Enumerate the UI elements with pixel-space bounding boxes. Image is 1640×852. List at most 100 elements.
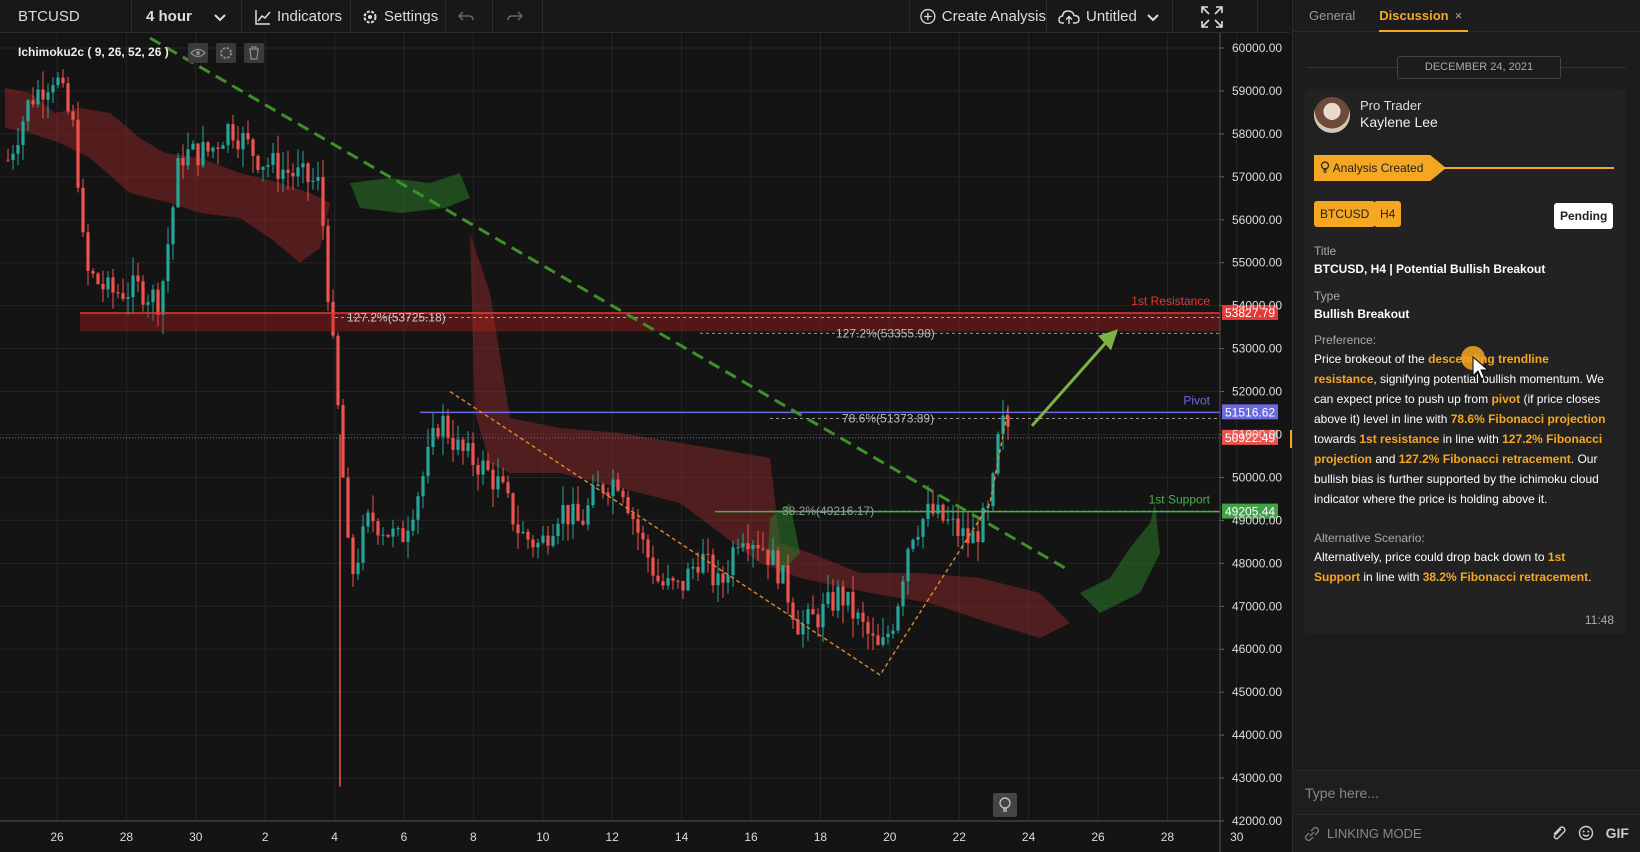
redo-button[interactable]	[493, 0, 543, 33]
tab-general[interactable]: General	[1309, 8, 1365, 31]
highlight-link[interactable]: 78.6% Fibonacci projection	[1450, 412, 1606, 426]
interval-select[interactable]: 4 hour	[132, 0, 242, 33]
plus-circle-icon	[920, 8, 936, 25]
candle-body	[96, 273, 100, 284]
candle-body	[686, 568, 690, 591]
candle	[601, 482, 605, 499]
linking-mode-toggle[interactable]: LINKING MODE	[1327, 826, 1422, 841]
candle	[526, 528, 530, 549]
candle	[51, 77, 55, 104]
candle	[271, 142, 275, 174]
descending-trendline	[149, 36, 1069, 572]
highlight-link[interactable]: 38.2% Fibonacci retracement	[1422, 570, 1589, 584]
candle	[1001, 399, 1005, 450]
bullish-arrow	[1030, 334, 1114, 427]
candle	[76, 101, 80, 193]
candle	[411, 509, 415, 537]
candle-body	[266, 164, 270, 167]
layout-select[interactable]: Untitled	[1047, 0, 1173, 33]
create-analysis-button[interactable]: Create Analysis	[909, 0, 1047, 33]
candle-body	[846, 591, 850, 606]
highlight-link[interactable]: 127.2% Fibonacci retracement	[1398, 452, 1571, 466]
candle-body	[591, 486, 595, 506]
candle	[41, 71, 45, 119]
settings-button[interactable]: Settings	[351, 0, 446, 33]
price-tick-label: 46000.00	[1232, 642, 1282, 656]
type-value: Bullish Breakout	[1314, 307, 1410, 321]
candle-body	[441, 415, 445, 437]
close-icon[interactable]: ×	[1454, 8, 1463, 23]
candle	[646, 534, 650, 573]
cloud-upload-icon	[1058, 9, 1080, 24]
symbol-selector[interactable]: BTCUSD	[0, 0, 132, 33]
indicator-delete-button[interactable]	[244, 43, 264, 63]
emoji-icon[interactable]	[1578, 825, 1594, 841]
paperclip-icon[interactable]	[1550, 825, 1566, 841]
candle-body	[1006, 415, 1010, 427]
candle	[721, 566, 725, 598]
candle	[71, 104, 75, 127]
panel-tabs: General Discussion ×	[1293, 0, 1640, 32]
fullscreen-button[interactable]	[1173, 0, 1258, 33]
highlight-link[interactable]: pivot	[1491, 392, 1521, 406]
candle-body	[131, 275, 135, 298]
indicators-button[interactable]: Indicators	[242, 0, 351, 33]
candle	[316, 161, 320, 191]
candle	[26, 98, 30, 131]
candle	[361, 514, 365, 571]
candle-body	[196, 143, 200, 166]
candle-body	[761, 548, 765, 550]
candle	[256, 154, 260, 174]
candle-body	[966, 528, 970, 544]
symbol-badge: BTCUSD	[1314, 201, 1376, 227]
price-tick-label: 54000.00	[1232, 299, 1282, 313]
candle	[946, 506, 950, 525]
price-tick-label: 55000.00	[1232, 256, 1282, 270]
arrow-head	[1098, 329, 1118, 351]
candle	[951, 504, 955, 537]
gif-button[interactable]: GIF	[1605, 825, 1629, 841]
chart-area[interactable]: 1st Resistance Pivot 1st Support 127.2%(537…	[0, 33, 1290, 852]
indicators-label: Indicators	[277, 8, 343, 25]
analysis-created-banner: Analysis Created	[1314, 155, 1446, 181]
drawing-overlays: 1st Resistance Pivot 1st Support 127.2%(537…	[0, 36, 1278, 676]
indicator-label: Ichimoku2c ( 9, 26, 52, 26 )	[18, 45, 169, 59]
candle-body	[286, 169, 290, 173]
candle-body	[181, 158, 185, 166]
candle	[81, 178, 85, 237]
candle	[331, 289, 335, 339]
highlight-link[interactable]: 127.2% Fibonacci projection	[1314, 432, 1603, 466]
candle	[131, 257, 135, 314]
candle-body	[456, 439, 460, 450]
highlight-link[interactable]: descending trendline resistance	[1314, 352, 1549, 386]
candle-body	[801, 623, 805, 635]
date-tick-label: 28	[120, 830, 134, 844]
candle-body	[391, 528, 395, 537]
candle	[896, 603, 900, 634]
indicator-visibility-button[interactable]	[188, 43, 208, 63]
candle	[666, 564, 670, 590]
candle	[521, 521, 525, 535]
idea-button[interactable]	[993, 793, 1017, 817]
undo-button[interactable]	[446, 0, 493, 33]
tab-discussion[interactable]: Discussion ×	[1379, 8, 1472, 32]
date-tick-label: 20	[883, 830, 897, 844]
candle-body	[136, 275, 140, 282]
candle	[746, 524, 750, 562]
indicator-settings-button[interactable]	[216, 43, 236, 63]
candle	[276, 135, 280, 192]
candle-body	[521, 531, 525, 534]
candle	[516, 505, 520, 549]
price-chart[interactable]: 1st Resistance Pivot 1st Support 127.2%(537…	[0, 33, 1290, 852]
highlight-link[interactable]: 1st Support	[1314, 550, 1566, 584]
candle	[46, 83, 50, 119]
message-input[interactable]	[1305, 782, 1625, 804]
candle-body	[811, 609, 815, 615]
candle-body	[956, 518, 960, 536]
candle-body	[106, 277, 110, 290]
alternative-label: Alternative Scenario:	[1314, 531, 1425, 545]
fullscreen-icon	[1201, 5, 1223, 28]
candle-body	[221, 145, 225, 149]
last-price-tag: 50922.49	[1225, 431, 1275, 445]
highlight-link[interactable]: 1st resistance	[1359, 432, 1440, 446]
